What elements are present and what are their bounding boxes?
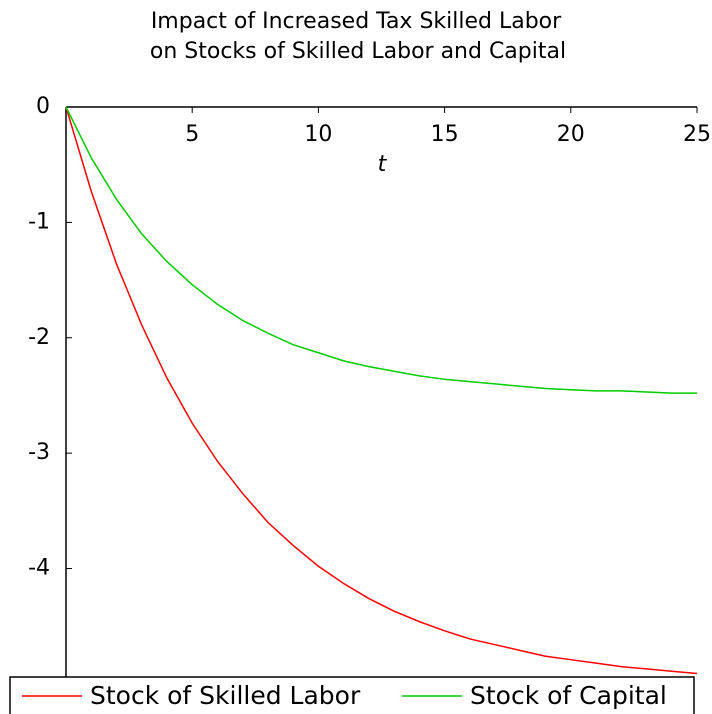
x-tick-label: 5 [185, 122, 199, 147]
y-tick-label: -3 [28, 440, 50, 465]
x-tick-label: 25 [683, 122, 711, 147]
chart-title: on Stocks of Skilled Labor and Capital [150, 39, 566, 64]
y-tick-label: -2 [28, 325, 50, 350]
x-tick-label: 10 [304, 122, 332, 147]
y-tick-label: -1 [28, 209, 50, 234]
line-series [65, 106, 697, 394]
chart-title: Impact of Increased Tax Skilled Labor [151, 9, 562, 34]
legend-label: Stock of Skilled Labor [90, 681, 361, 710]
x-axis-label: t [378, 152, 388, 177]
y-tick-label: 0 [36, 94, 50, 119]
legend-label: Stock of Capital [470, 681, 667, 710]
line-series [65, 106, 698, 675]
legend-box [9, 676, 695, 714]
x-tick-label: 15 [431, 122, 459, 147]
x-tick-label: 20 [557, 122, 585, 147]
y-tick-label: -4 [28, 556, 50, 581]
